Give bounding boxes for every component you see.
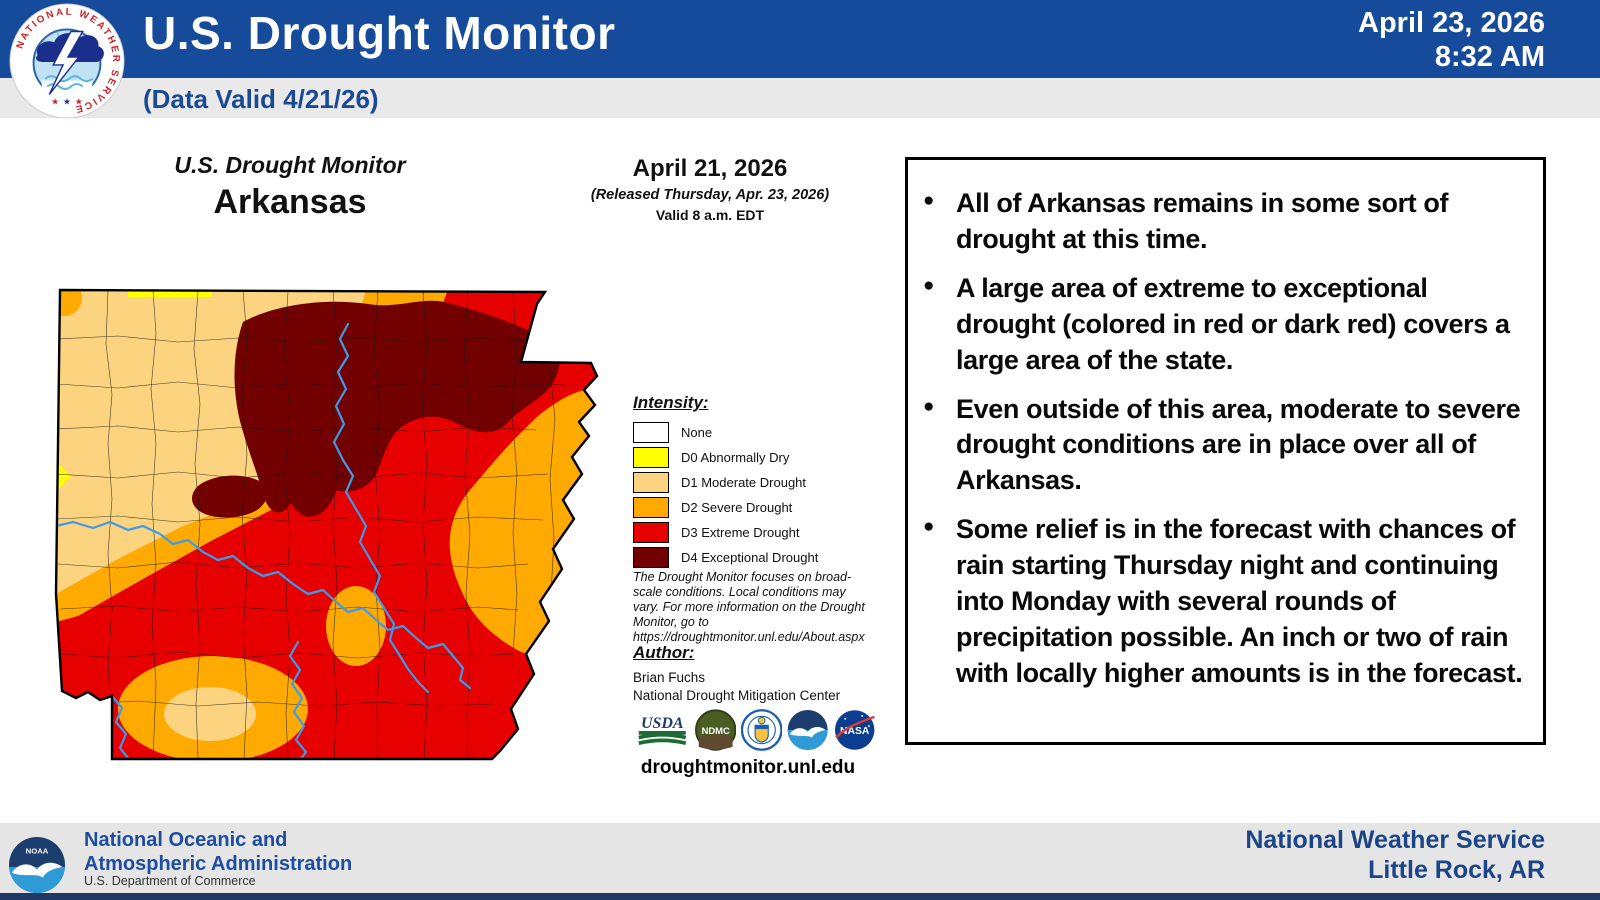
- footer-office-line1: National Weather Service: [1245, 826, 1545, 854]
- footer-office: National Weather Service Little Rock, AR: [1245, 825, 1545, 885]
- page-title: U.S. Drought Monitor: [143, 7, 616, 59]
- map-title-line1: U.S. Drought Monitor: [174, 152, 406, 178]
- legend-row: D1 Moderate Drought: [633, 472, 893, 493]
- arkansas-drought-map: [48, 264, 610, 769]
- commerce-seal-icon: [740, 709, 783, 751]
- legend-swatch: [633, 497, 669, 518]
- author-org: National Drought Mitigation Center: [633, 688, 841, 703]
- footer-agency-line1: National Oceanic and: [84, 829, 288, 851]
- map-title-block: U.S. Drought Monitor Arkansas: [120, 152, 460, 222]
- nws-logo-icon: NATIONAL WEATHER SERVICE ★ ★ ★: [9, 3, 125, 119]
- legend-label: D2 Severe Drought: [681, 500, 793, 515]
- footer-agency: National Oceanic and Atmospheric Adminis…: [84, 828, 352, 876]
- summary-bullets: All of Arkansas remains in some sort of …: [920, 186, 1527, 692]
- disclaimer-text: The Drought Monitor focuses on broad-sca…: [633, 570, 865, 644]
- header-time: 8:32 AM: [1434, 41, 1545, 73]
- summary-bullet: All of Arkansas remains in some sort of …: [920, 186, 1527, 258]
- summary-bullet: Even outside of this area, moderate to s…: [920, 392, 1527, 500]
- legend-heading: Intensity:: [633, 393, 709, 412]
- usda-logo-icon: USDA: [638, 715, 687, 745]
- svg-text:NDMC: NDMC: [701, 725, 729, 736]
- footer-strip: [0, 893, 1600, 900]
- legend-swatch: [633, 447, 669, 468]
- legend-swatch: [633, 547, 669, 568]
- svg-text:NOAA: NOAA: [26, 846, 49, 855]
- noaa-logo-icon: [787, 710, 828, 750]
- header-datetime: April 23, 2026 8:32 AM: [1358, 6, 1545, 74]
- map-valid: Valid 8 a.m. EDT: [655, 207, 765, 223]
- legend-row: D3 Extreme Drought: [633, 522, 893, 543]
- svg-text:NASA: NASA: [840, 726, 870, 737]
- nasa-logo-icon: NASA: [834, 710, 875, 750]
- legend-row: None: [633, 422, 893, 443]
- data-valid-label: (Data Valid 4/21/26): [143, 84, 379, 114]
- state-outline: [54, 288, 599, 761]
- footer-bar: [0, 823, 1600, 893]
- author-name: Brian Fuchs: [633, 670, 706, 685]
- partner-logos: USDA NDMC NASA: [635, 708, 875, 752]
- legend-label: D1 Moderate Drought: [681, 475, 807, 490]
- map-date: April 21, 2026: [632, 155, 788, 182]
- site-url: droughtmonitor.unl.edu: [640, 757, 856, 778]
- summary-box: All of Arkansas remains in some sort of …: [905, 157, 1546, 745]
- noaa-footer-logo-icon: NOAA: [8, 836, 66, 894]
- legend-swatch: [633, 472, 669, 493]
- author-block: Author: Brian Fuchs National Drought Mit…: [633, 643, 883, 703]
- author-heading: Author:: [633, 643, 695, 662]
- map-released: (Released Thursday, Apr. 23, 2026): [590, 187, 830, 203]
- legend-row: D4 Exceptional Drought: [633, 547, 893, 568]
- legend-swatch: [633, 522, 669, 543]
- legend-label: D3 Extreme Drought: [681, 525, 800, 540]
- svg-text:USDA: USDA: [641, 715, 684, 732]
- legend-row: D0 Abnormally Dry: [633, 447, 893, 468]
- summary-bullet: Some relief is in the forecast with chan…: [920, 512, 1527, 692]
- legend-label: D0 Abnormally Dry: [681, 450, 790, 465]
- legend-items: None D0 Abnormally Dry D1 Moderate Drought…: [633, 422, 893, 568]
- summary-bullet: A large area of extreme to exceptional d…: [920, 271, 1527, 379]
- legend-swatch: [633, 422, 669, 443]
- legend-row: D2 Severe Drought: [633, 497, 893, 518]
- map-title-line2: Arkansas: [213, 183, 367, 221]
- footer-agency-line2: Atmospheric Administration: [84, 853, 353, 875]
- legend: Intensity: None D0 Abnormally Dry D1 Moder…: [633, 393, 893, 572]
- svg-text:★★★: ★ ★ ★: [51, 97, 83, 107]
- header-bar: [0, 0, 1600, 78]
- footer-office-line2: Little Rock, AR: [1368, 856, 1545, 884]
- header-date: April 23, 2026: [1358, 7, 1545, 39]
- footer-dept: U.S. Department of Commerce: [84, 874, 256, 888]
- map-date-block: April 21, 2026 (Released Thursday, Apr. …: [585, 155, 835, 223]
- header-subbar: [0, 78, 1600, 118]
- ndmc-logo-icon: NDMC: [694, 709, 736, 751]
- legend-label: None: [681, 425, 713, 440]
- legend-label: D4 Exceptional Drought: [681, 550, 819, 565]
